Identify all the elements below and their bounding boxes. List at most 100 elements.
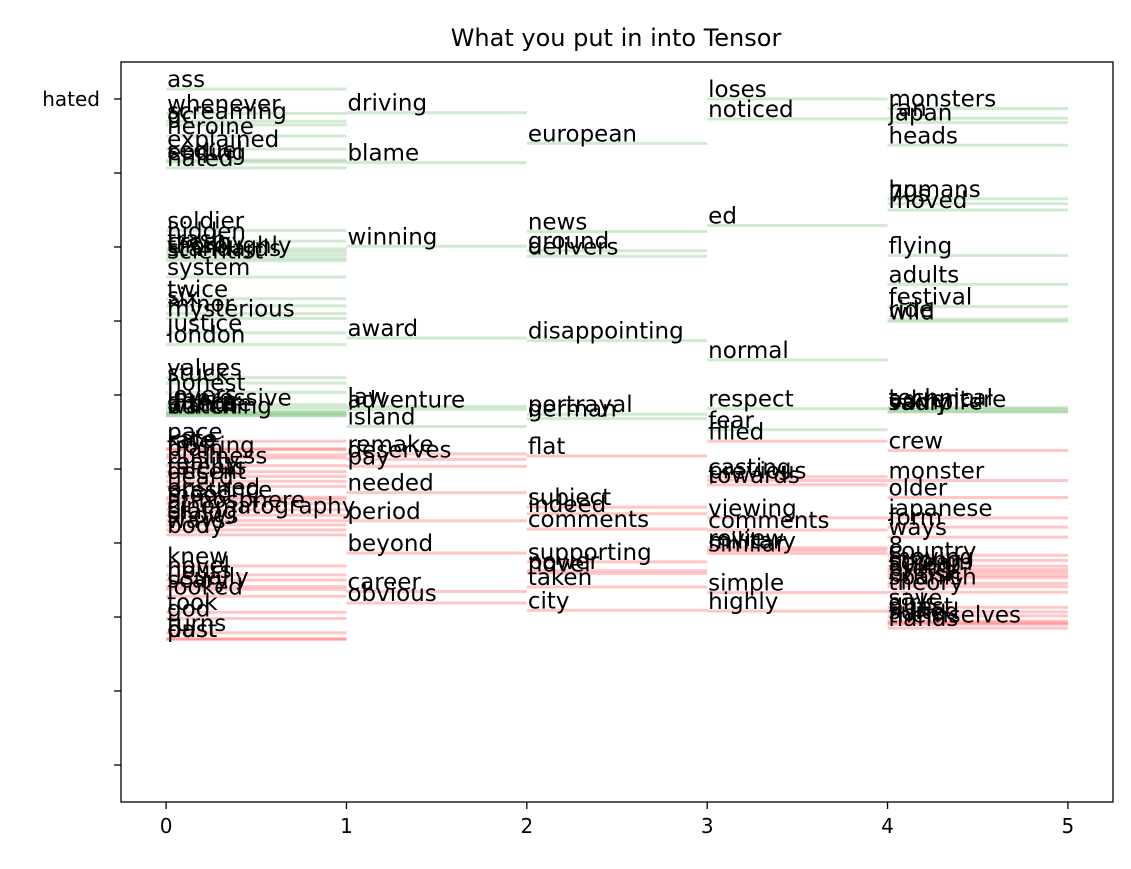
word-label-3-8: previous bbox=[708, 458, 806, 484]
word-label-0-24: stuck bbox=[167, 361, 229, 387]
word-label-0-52: knew bbox=[167, 544, 228, 570]
word-label-4-23: country bbox=[889, 538, 977, 564]
word-label-3-1: noticed bbox=[708, 97, 793, 123]
word-label-0-23: values bbox=[167, 356, 242, 382]
word-label-2-2: ground bbox=[528, 229, 609, 255]
word-label-0-7: ending bbox=[167, 140, 246, 166]
word-label-4-14: vampire bbox=[889, 389, 983, 415]
word-label-1-8: deserves bbox=[347, 437, 451, 463]
word-label-0-14: standards bbox=[167, 236, 281, 262]
word-label-1-10: needed bbox=[347, 471, 433, 497]
word-label-4-37: themselves bbox=[889, 602, 1021, 628]
word-label-4-0: monsters bbox=[889, 87, 997, 113]
word-label-0-54: hours bbox=[167, 558, 232, 584]
word-label-1-6: island bbox=[347, 404, 415, 430]
word-label-4-21: ways bbox=[889, 515, 948, 541]
word-label-4-10: ride bbox=[889, 297, 934, 323]
word-label-2-6: german bbox=[528, 397, 617, 423]
word-label-1-13: career bbox=[347, 569, 421, 595]
word-label-0-43: ensured bbox=[167, 475, 260, 501]
word-label-0-55: usually bbox=[167, 565, 249, 591]
word-label-2-14: taken bbox=[528, 565, 592, 591]
word-label-0-2: screaming bbox=[167, 99, 287, 125]
word-label-4-4: humans bbox=[889, 177, 981, 203]
word-label-4-30: spanish bbox=[889, 565, 977, 591]
x-axis: 0 1 2 3 4 5 bbox=[160, 802, 1074, 838]
word-label-0-10: hidden bbox=[167, 219, 246, 245]
word-label-0-59: god bbox=[167, 596, 210, 622]
word-label-0-6: sequel bbox=[167, 138, 243, 164]
chart-title: What you put in into Tensor bbox=[451, 24, 782, 52]
word-label-2-0: european bbox=[528, 121, 637, 147]
word-label-4-34: quest bbox=[889, 594, 953, 620]
word-label-4-6: moved bbox=[889, 188, 968, 214]
word-label-0-34: kate bbox=[167, 427, 217, 453]
word-label-0-8: hated bbox=[167, 146, 233, 172]
word-label-0-46: atmosphere bbox=[167, 488, 305, 514]
word-label-3-12: review bbox=[708, 526, 784, 552]
word-label-2-13: novel bbox=[528, 551, 591, 577]
word-label-0-19: minor bbox=[167, 292, 234, 318]
word-label-0-13: thoroughly bbox=[167, 233, 291, 259]
word-label-1-9: pay bbox=[347, 444, 389, 470]
word-label-0-22: london bbox=[167, 323, 245, 349]
word-label-0-58: took bbox=[167, 590, 218, 616]
word-label-2-4: disappointing bbox=[528, 319, 684, 345]
x-tick-label-2: 2 bbox=[520, 814, 533, 838]
word-label-1-3: award bbox=[347, 316, 418, 342]
word-label-0-30: arthur bbox=[167, 392, 239, 418]
word-label-4-5: 70s bbox=[889, 182, 930, 208]
word-label-4-28: pretty bbox=[889, 556, 958, 582]
word-label-4-18: older bbox=[889, 475, 948, 501]
word-label-4-24: moving bbox=[889, 544, 975, 570]
word-label-0-21: justice bbox=[166, 311, 242, 337]
word-label-4-35: suited bbox=[889, 599, 960, 625]
x-tick-label-3: 3 bbox=[701, 814, 714, 838]
word-label-1-2: winning bbox=[347, 224, 437, 250]
plot-area bbox=[120, 61, 1114, 803]
word-label-0-42: heard bbox=[167, 464, 233, 490]
word-label-0-18: six bbox=[167, 284, 199, 310]
word-label-0-27: impressive bbox=[167, 386, 292, 412]
word-label-2-7: flat bbox=[528, 434, 566, 460]
word-label-2-10: comments bbox=[528, 507, 649, 533]
word-label-4-25: strong bbox=[889, 548, 962, 574]
word-label-4-32: save bbox=[889, 585, 943, 611]
word-label-0-11: trash bbox=[167, 227, 226, 253]
word-label-4-9: festival bbox=[889, 285, 973, 311]
word-label-4-19: japanese bbox=[888, 496, 993, 522]
word-label-3-0: loses bbox=[708, 77, 767, 103]
x-tick-label-0: 0 bbox=[160, 814, 173, 838]
word-label-1-5: adventure bbox=[347, 387, 465, 413]
word-label-4-20: form bbox=[889, 505, 943, 531]
word-label-2-9: indeed bbox=[528, 492, 606, 518]
word-label-0-47: cinematography bbox=[167, 493, 355, 519]
word-label-4-7: flying bbox=[889, 234, 953, 260]
word-label-0-50: ways bbox=[167, 508, 226, 534]
word-label-4-13: adventure bbox=[889, 387, 1007, 413]
word-labels: asswheneverscreaminggcheroineexplainedse… bbox=[166, 67, 1021, 643]
word-label-3-6: filled bbox=[708, 419, 764, 445]
word-label-4-1: ran bbox=[889, 96, 927, 122]
word-label-3-5: fear bbox=[708, 408, 754, 434]
word-label-0-40: talents bbox=[167, 454, 246, 480]
word-label-0-41: decent bbox=[167, 459, 246, 485]
word-label-1-4: law bbox=[347, 384, 386, 410]
word-label-3-16: highly bbox=[708, 589, 778, 615]
word-label-0-36: frosting bbox=[167, 433, 255, 459]
word-label-4-17: monster bbox=[889, 458, 985, 484]
word-label-0-1: whenever bbox=[167, 91, 281, 117]
word-label-2-5: portrayal bbox=[528, 392, 633, 418]
series-layer bbox=[166, 87, 1068, 641]
word-label-0-32: watching bbox=[167, 394, 272, 420]
word-label-1-1: blame bbox=[347, 141, 419, 167]
word-label-0-20: mysterious bbox=[167, 296, 295, 322]
word-label-0-44: presence bbox=[167, 477, 272, 503]
word-label-2-8: subject bbox=[528, 485, 611, 511]
word-label-3-3: normal bbox=[708, 338, 789, 364]
word-label-4-26: scream bbox=[889, 550, 973, 576]
word-label-0-12: creepy bbox=[167, 229, 245, 255]
word-label-0-38: business bbox=[167, 444, 267, 470]
y-tick-label-9: hated bbox=[42, 87, 100, 111]
word-label-3-7: casting bbox=[708, 455, 791, 481]
